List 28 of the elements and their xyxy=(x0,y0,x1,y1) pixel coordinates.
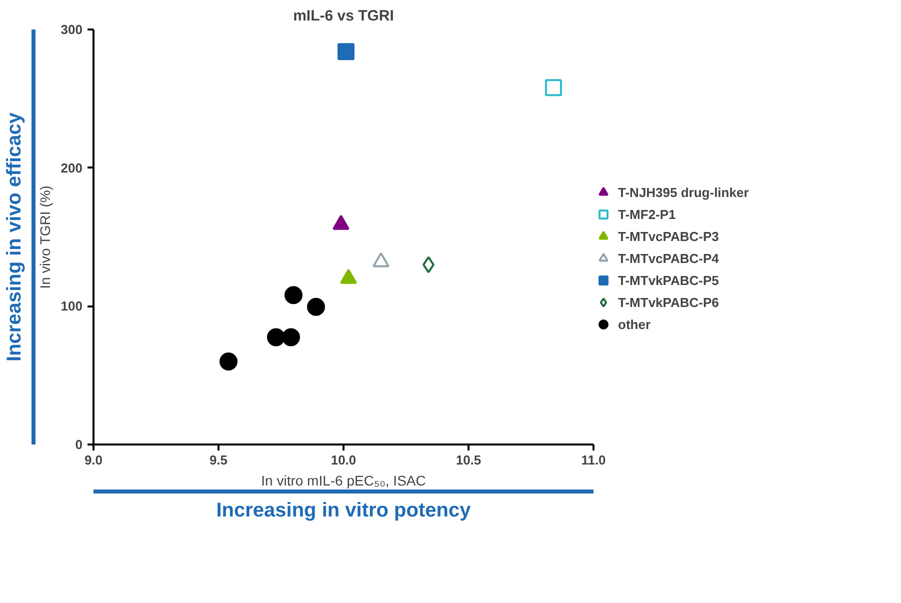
y-tick-label: 300 xyxy=(60,22,83,37)
x-tick-label: 9.0 xyxy=(84,452,103,468)
legend-label: T-MTvcPABC-P3 xyxy=(618,228,719,245)
x-tick-label: 9.5 xyxy=(209,452,228,468)
y-tick-label: 100 xyxy=(60,298,83,314)
y-axis-title: In vivo TGRI (%) xyxy=(36,186,53,289)
y-tick-label: 0 xyxy=(75,437,83,452)
chart-title: mIL-6 vs TGRI xyxy=(293,8,394,24)
legend-label: T-MTvcPABC-P4 xyxy=(618,250,719,267)
x-tick-label: 10.0 xyxy=(330,452,356,468)
legend-label: other xyxy=(618,316,650,333)
legend-label: T-MTvkPABC-P6 xyxy=(618,294,719,311)
point xyxy=(307,298,325,316)
legend-label: T-MTvkPABC-P5 xyxy=(618,272,719,289)
x-axis-title: In vitro mIL-6 pEC₅₀, ISAC xyxy=(261,472,426,488)
point xyxy=(284,286,302,304)
legend-label: T-MF2-P1 xyxy=(618,206,676,223)
point xyxy=(545,79,562,96)
legend-label: T-NJH395 drug-linker xyxy=(618,184,749,201)
x-tick-label: 11.0 xyxy=(581,452,606,468)
y-tick-label: 200 xyxy=(60,160,83,176)
x-tick-label: 10.5 xyxy=(456,452,482,468)
point xyxy=(282,328,300,346)
point xyxy=(220,352,238,370)
point xyxy=(267,328,285,346)
point xyxy=(338,43,354,60)
text: Increasing in vitro potency xyxy=(216,500,472,522)
text: Increasing in vivo efficacy xyxy=(4,112,26,362)
